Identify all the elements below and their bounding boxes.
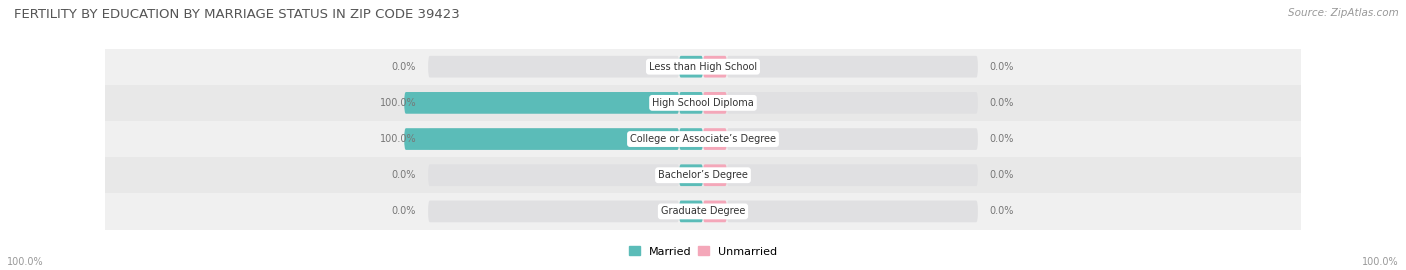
FancyBboxPatch shape: [727, 56, 979, 77]
Text: 0.0%: 0.0%: [990, 170, 1014, 180]
FancyBboxPatch shape: [429, 56, 679, 77]
Text: 100.0%: 100.0%: [380, 134, 416, 144]
Bar: [105, 193, 1301, 230]
Text: High School Diploma: High School Diploma: [652, 98, 754, 108]
Text: 0.0%: 0.0%: [990, 62, 1014, 72]
Text: FERTILITY BY EDUCATION BY MARRIAGE STATUS IN ZIP CODE 39423: FERTILITY BY EDUCATION BY MARRIAGE STATU…: [14, 8, 460, 21]
FancyBboxPatch shape: [405, 92, 679, 114]
Legend: Married, Unmarried: Married, Unmarried: [628, 246, 778, 256]
Text: College or Associate’s Degree: College or Associate’s Degree: [630, 134, 776, 144]
FancyBboxPatch shape: [679, 92, 703, 114]
FancyBboxPatch shape: [679, 201, 703, 222]
Bar: [105, 85, 1301, 121]
FancyBboxPatch shape: [405, 128, 679, 150]
FancyBboxPatch shape: [727, 92, 979, 114]
Text: Bachelor’s Degree: Bachelor’s Degree: [658, 170, 748, 180]
FancyBboxPatch shape: [703, 128, 727, 150]
FancyBboxPatch shape: [727, 201, 979, 222]
Text: 100.0%: 100.0%: [1362, 257, 1399, 267]
FancyBboxPatch shape: [703, 201, 727, 222]
Text: Source: ZipAtlas.com: Source: ZipAtlas.com: [1288, 8, 1399, 18]
Text: Graduate Degree: Graduate Degree: [661, 206, 745, 217]
Bar: [105, 49, 1301, 85]
Text: 100.0%: 100.0%: [7, 257, 44, 267]
FancyBboxPatch shape: [727, 128, 979, 150]
Text: 0.0%: 0.0%: [990, 134, 1014, 144]
FancyBboxPatch shape: [429, 164, 679, 186]
Text: 0.0%: 0.0%: [392, 206, 416, 217]
Text: 100.0%: 100.0%: [380, 98, 416, 108]
Bar: [105, 157, 1301, 193]
Text: Less than High School: Less than High School: [650, 62, 756, 72]
FancyBboxPatch shape: [429, 201, 679, 222]
FancyBboxPatch shape: [429, 128, 679, 150]
Text: 0.0%: 0.0%: [392, 170, 416, 180]
FancyBboxPatch shape: [679, 128, 703, 150]
FancyBboxPatch shape: [703, 56, 727, 77]
Bar: [105, 121, 1301, 157]
Text: 0.0%: 0.0%: [392, 62, 416, 72]
Text: 0.0%: 0.0%: [990, 98, 1014, 108]
FancyBboxPatch shape: [727, 164, 979, 186]
FancyBboxPatch shape: [679, 56, 703, 77]
FancyBboxPatch shape: [703, 164, 727, 186]
FancyBboxPatch shape: [429, 92, 679, 114]
FancyBboxPatch shape: [703, 92, 727, 114]
FancyBboxPatch shape: [679, 164, 703, 186]
Text: 0.0%: 0.0%: [990, 206, 1014, 217]
